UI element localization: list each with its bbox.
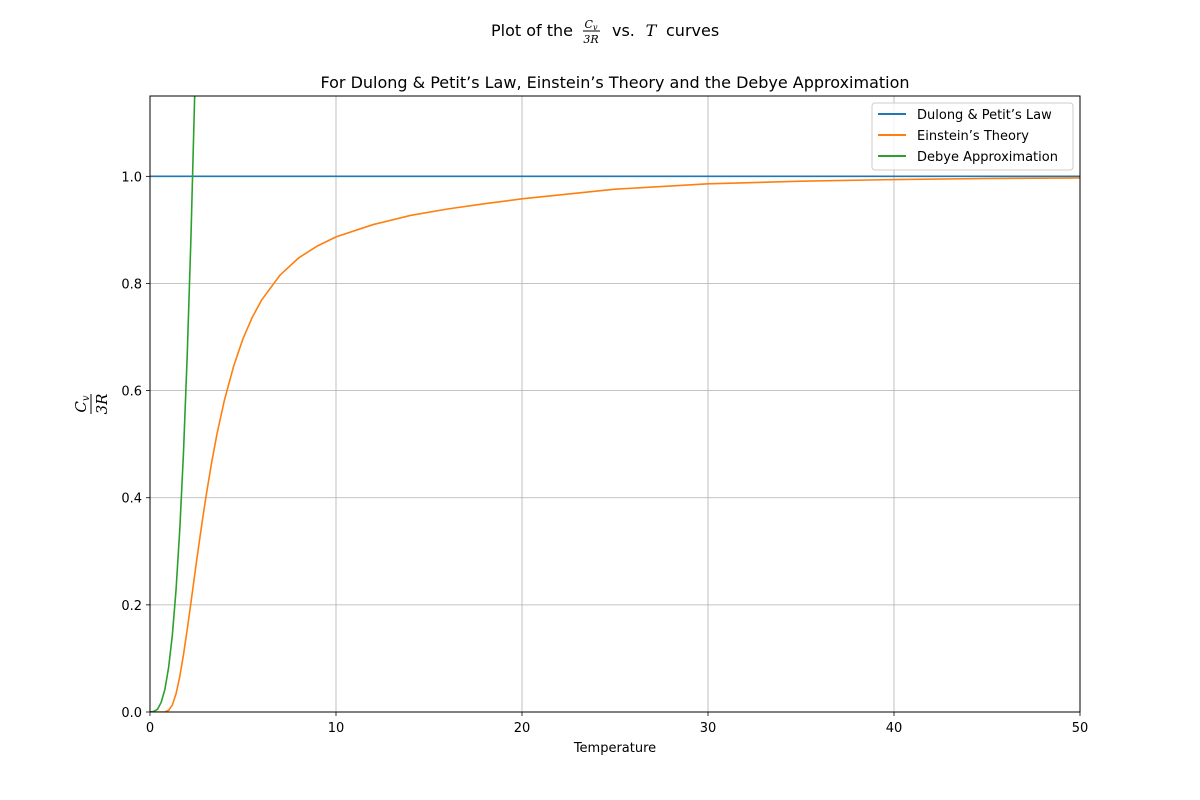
suptitle-prefix: Plot of the: [491, 21, 573, 40]
series-line-2: [150, 96, 196, 712]
x-axis-ticks: 0 10 20 30 40 50: [146, 712, 1088, 736]
y-axis-label: Cv 3R: [72, 394, 111, 415]
legend: Dulong & Petit’s Law Einstein’s Theory Deb…: [871, 102, 1074, 171]
legend-label-0: Dulong & Petit’s Law: [917, 108, 1052, 123]
suptitle-frac-denominator: 3R: [583, 33, 598, 46]
suptitle-middle: vs.: [612, 21, 635, 40]
suptitle-frac-num-symbol: C: [585, 18, 594, 31]
series-lines: [150, 96, 1080, 712]
x-tick-label: 40: [886, 721, 903, 736]
chart-title: For Dulong & Petit’s Law, Einstein’s The…: [320, 73, 909, 92]
x-tick-label: 50: [1072, 721, 1089, 736]
x-tick-label: 20: [514, 721, 531, 736]
x-axis-label: Temperature: [573, 741, 656, 756]
suptitle-var: T: [646, 21, 658, 40]
y-tick-label: 0.4: [121, 492, 142, 507]
y-axis-ticks: 0.0 0.2 0.4 0.6 0.8 1.0: [121, 170, 150, 721]
y-tick-label: 0.8: [121, 277, 142, 292]
y-axis-label-num-subscript: v: [81, 395, 92, 401]
series-line-1: [150, 177, 1080, 712]
y-tick-label: 1.0: [121, 170, 142, 185]
x-tick-label: 0: [146, 721, 154, 736]
axes-frame: [149, 95, 1081, 713]
suptitle: Plot of the Cv 3R vs. T curves: [491, 18, 719, 46]
suptitle-frac-numerator: Cv: [585, 18, 598, 32]
y-tick-label: 0.0: [121, 706, 142, 721]
legend-label-2: Debye Approximation: [917, 150, 1058, 165]
suptitle-suffix: curves: [666, 21, 719, 40]
legend-box: [871, 102, 1074, 171]
legend-label-1: Einstein’s Theory: [917, 129, 1029, 144]
x-tick-label: 10: [328, 721, 345, 736]
y-tick-label: 0.6: [121, 385, 142, 400]
x-tick-label: 30: [700, 721, 717, 736]
y-axis-label-denominator: 3R: [93, 394, 111, 415]
y-axis-label-numerator: Cv: [72, 395, 92, 412]
y-tick-label: 0.2: [121, 599, 142, 614]
suptitle-frac-num-subscript: v: [593, 23, 598, 32]
y-axis-label-num-symbol: C: [72, 401, 90, 413]
